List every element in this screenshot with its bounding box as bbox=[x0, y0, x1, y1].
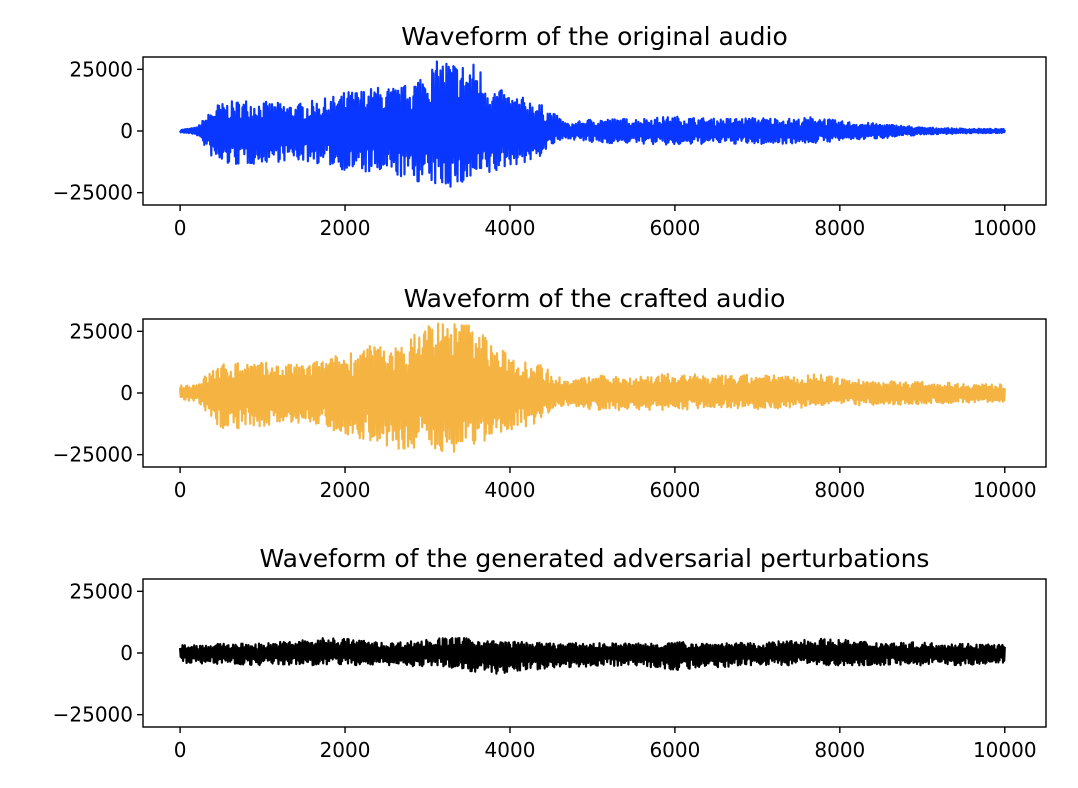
panel-original: Waveform of the original audio 0 2000 4000 6… bbox=[53, 22, 1047, 240]
x-tick-label-perturbation: 2000 bbox=[320, 738, 371, 762]
x-tick-label-perturbation: 4000 bbox=[485, 738, 536, 762]
y-tick-label-crafted: 0 bbox=[120, 381, 133, 405]
x-tick-label-crafted: 2000 bbox=[320, 478, 371, 502]
x-tick-label-crafted: 0 bbox=[174, 478, 187, 502]
waveform-line-perturbation bbox=[179, 637, 1006, 675]
x-tick-label-perturbation: 10000 bbox=[973, 738, 1037, 762]
y-tick-label-crafted: −25000 bbox=[53, 443, 133, 467]
x-tick-label-original: 2000 bbox=[320, 216, 371, 240]
chart-title-original: Waveform of the original audio bbox=[401, 22, 788, 51]
x-tick-label-original: 4000 bbox=[485, 216, 536, 240]
x-tick-label-original: 6000 bbox=[649, 216, 700, 240]
y-tick-label-original: 25000 bbox=[69, 57, 133, 81]
x-tick-label-perturbation: 8000 bbox=[814, 738, 865, 762]
panel-perturbation: Waveform of the generated adversarial pe… bbox=[53, 544, 1047, 762]
chart-title-crafted: Waveform of the crafted audio bbox=[404, 284, 786, 313]
y-tick-label-crafted: 25000 bbox=[69, 319, 133, 343]
chart-title-perturbation: Waveform of the generated adversarial pe… bbox=[260, 544, 930, 573]
x-tick-label-original: 10000 bbox=[973, 216, 1037, 240]
y-tick-label-perturbation: −25000 bbox=[53, 703, 133, 727]
x-tick-label-original: 0 bbox=[174, 216, 187, 240]
y-tick-label-original: −25000 bbox=[53, 181, 133, 205]
x-tick-label-crafted: 4000 bbox=[485, 478, 536, 502]
x-tick-label-crafted: 8000 bbox=[814, 478, 865, 502]
waveform-line-original bbox=[179, 60, 1006, 188]
panel-crafted: Waveform of the crafted audio 0 2000 4000 60… bbox=[53, 284, 1047, 502]
x-tick-label-perturbation: 6000 bbox=[649, 738, 700, 762]
x-tick-label-crafted: 10000 bbox=[973, 478, 1037, 502]
y-tick-label-original: 0 bbox=[120, 119, 133, 143]
x-tick-label-crafted: 6000 bbox=[649, 478, 700, 502]
x-tick-label-original: 8000 bbox=[814, 216, 865, 240]
y-tick-label-perturbation: 25000 bbox=[69, 579, 133, 603]
waveform-line-crafted bbox=[179, 322, 1006, 453]
y-tick-label-perturbation: 0 bbox=[120, 641, 133, 665]
x-tick-label-perturbation: 0 bbox=[174, 738, 187, 762]
